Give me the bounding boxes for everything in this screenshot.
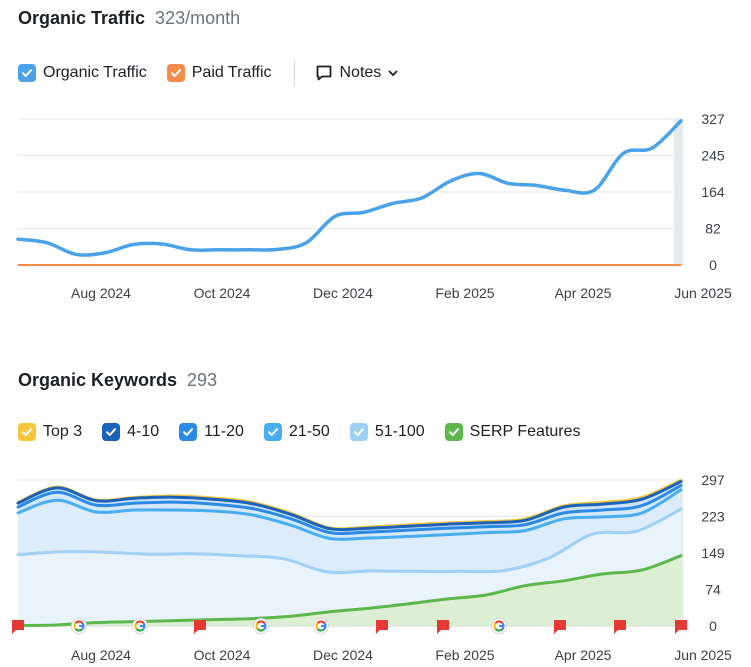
traffic-y-tick-label: 82 — [705, 221, 721, 237]
keywords-y-tick-label: 223 — [701, 509, 725, 525]
organic-traffic-title: Organic Traffic 323/month — [18, 8, 240, 29]
organic-traffic-line — [16, 119, 683, 257]
series-line-11-20 — [16, 483, 683, 536]
series-line-4-10 — [16, 480, 683, 532]
keywords-x-tick-label: Dec 2024 — [313, 647, 373, 663]
organic-traffic-value: 323/month — [155, 8, 241, 28]
legend-label: Top 3 — [43, 423, 83, 440]
traffic-x-tick-label: Aug 2024 — [71, 285, 131, 301]
organic-keywords-title-text: Organic Keywords — [18, 370, 178, 390]
flag-icon — [12, 620, 24, 634]
keywords-y-tick-label: 149 — [701, 545, 725, 561]
organic-traffic-chart[interactable]: 327 245 164 82 0 Aug 2024 Oct 2024 Dec 2024 Feb … — [0, 100, 751, 310]
google-update-icon — [491, 618, 507, 634]
legend-organic-traffic[interactable]: Organic Traffic — [18, 64, 147, 82]
organic-traffic-legend: Organic Traffic Paid Traffic Notes — [18, 60, 399, 86]
legend-label: 11-20 — [204, 423, 244, 440]
google-update-icon — [313, 618, 329, 634]
google-update-icon — [71, 618, 87, 634]
legend-serp-features[interactable]: SERP Features — [444, 423, 581, 441]
flag-icon — [194, 620, 206, 634]
series-line-serp-features — [16, 554, 683, 627]
traffic-x-tick-label: Feb 2025 — [435, 285, 494, 301]
legend-21-50[interactable]: 21-50 — [263, 423, 330, 441]
organic-traffic-title-text: Organic Traffic — [18, 8, 146, 28]
legend-11-20[interactable]: 11-20 — [179, 423, 244, 441]
checkbox-checked-icon[interactable] — [179, 423, 198, 441]
series-line-51-100 — [16, 507, 683, 575]
flag-icon — [614, 620, 626, 634]
keywords-y-tick-label: 74 — [705, 582, 721, 598]
keywords-x-tick-label: Apr 2025 — [555, 647, 612, 663]
legend-top-3[interactable]: Top 3 — [18, 423, 82, 441]
traffic-y-tick-label: 327 — [701, 111, 725, 127]
legend-divider — [293, 60, 295, 86]
keywords-x-tick-label: Feb 2025 — [435, 647, 494, 663]
traffic-y-tick-label: 245 — [701, 148, 725, 164]
checkbox-checked-icon[interactable] — [263, 423, 282, 441]
google-update-icon — [132, 618, 148, 634]
legend-4-10[interactable]: 4-10 — [102, 423, 159, 441]
traffic-x-tick-label: Dec 2024 — [313, 285, 373, 301]
notes-icon — [315, 64, 333, 82]
traffic-y-tick-label: 0 — [709, 257, 717, 273]
notes-dropdown[interactable]: Notes — [315, 64, 400, 82]
legend-label: 4-10 — [127, 423, 160, 440]
legend-paid-traffic[interactable]: Paid Traffic — [166, 64, 272, 82]
traffic-y-tick-label: 164 — [701, 184, 725, 200]
checkbox-checked-icon[interactable] — [349, 423, 368, 441]
flag-icon — [675, 620, 687, 634]
organic-keywords-value: 293 — [187, 370, 218, 390]
legend-label: 51-100 — [374, 423, 425, 440]
legend-label: Organic Traffic — [43, 64, 147, 81]
traffic-x-tick-label: Oct 2024 — [194, 285, 251, 301]
series-area-serp-features — [18, 555, 681, 626]
chevron-down-icon — [387, 67, 399, 79]
traffic-x-tick-label: Apr 2025 — [555, 285, 612, 301]
organic-keywords-legend: Top 3 4-10 11-20 21-50 51-100 SERP Featu… — [18, 423, 601, 441]
keywords-y-tick-label: 297 — [701, 472, 725, 488]
keywords-x-tick-label: Aug 2024 — [71, 647, 131, 663]
checkbox-checked-icon[interactable] — [18, 64, 36, 82]
google-update-icon — [253, 618, 269, 634]
checkbox-checked-icon[interactable] — [102, 423, 121, 441]
checkbox-checked-icon[interactable] — [444, 423, 463, 441]
series-line-21-50 — [16, 488, 683, 541]
organic-keywords-chart[interactable]: 297 223 149 74 0 Aug 2024 Oct 2024 Dec 2024 Feb … — [0, 462, 751, 667]
keywords-x-tick-label: Jun 2025 — [674, 647, 732, 663]
legend-label: SERP Features — [469, 423, 581, 440]
flag-icon — [554, 620, 566, 634]
notes-label: Notes — [339, 64, 382, 81]
keywords-y-tick-label: 0 — [709, 618, 717, 634]
organic-keywords-title: Organic Keywords 293 — [18, 370, 217, 391]
legend-label: Paid Traffic — [191, 64, 272, 81]
checkbox-checked-icon[interactable] — [166, 64, 185, 82]
legend-label: 21-50 — [288, 423, 330, 440]
traffic-x-tick-label: Jun 2025 — [674, 285, 732, 301]
keywords-x-tick-label: Oct 2024 — [194, 647, 251, 663]
checkbox-checked-icon[interactable] — [18, 423, 36, 441]
legend-51-100[interactable]: 51-100 — [349, 423, 425, 441]
flag-icon — [437, 620, 449, 634]
flag-icon — [376, 620, 388, 634]
